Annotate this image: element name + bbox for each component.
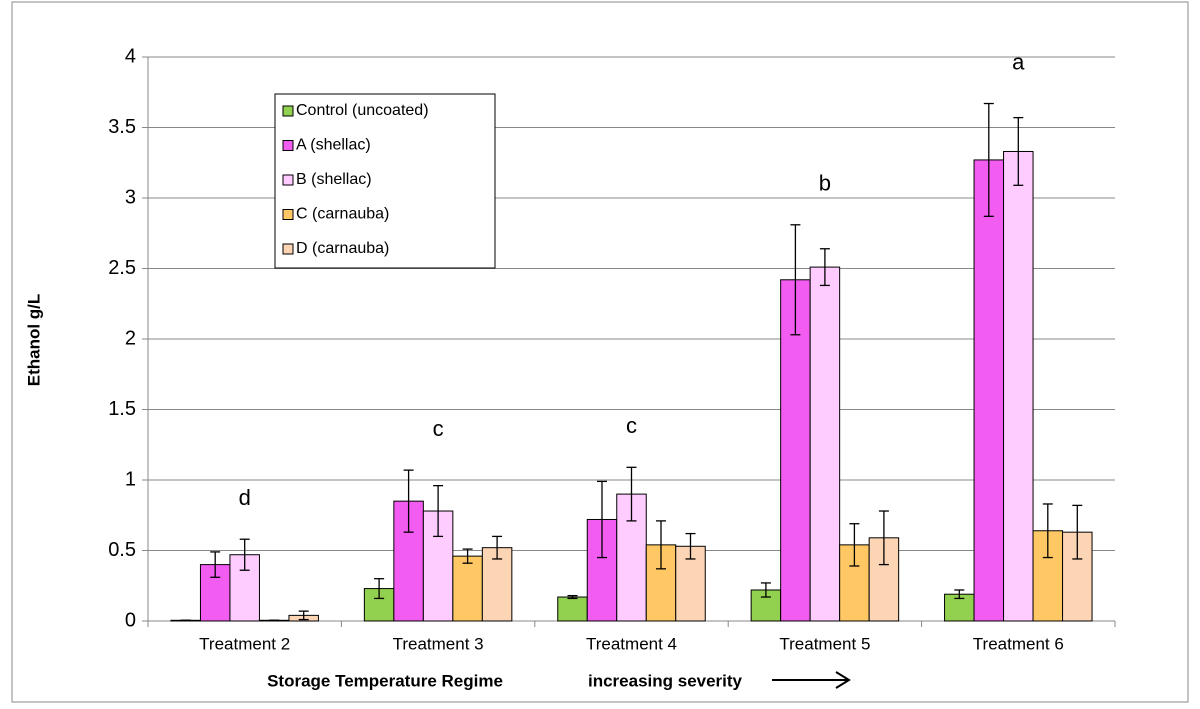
x-axis-label: Storage Temperature Regime [267, 671, 503, 690]
legend-label: B (shellac) [296, 171, 372, 188]
y-tick-label: 1 [125, 468, 136, 490]
error-bar [1013, 116, 1024, 186]
y-axis-label: Ethanol g/L [24, 294, 43, 387]
error-bar [374, 578, 385, 600]
error-bar [433, 484, 444, 538]
error-bar [685, 532, 696, 560]
error-bar [1072, 504, 1083, 560]
bar [809, 266, 841, 622]
error-bar [819, 248, 830, 287]
legend-swatch [282, 174, 294, 186]
legend-label: C (carnauba) [296, 206, 389, 223]
chart-frame [11, 1, 1189, 703]
y-tick-label: 2 [125, 327, 136, 349]
legend: Control (uncoated) A (shellac) B (shellac)… [274, 93, 496, 269]
error-bar [462, 548, 473, 564]
x-tick-label: Treatment 6 [973, 634, 1064, 653]
x-tick-label: Treatment 4 [586, 634, 677, 653]
annotation: b [819, 171, 831, 196]
error-bar [1042, 503, 1053, 559]
annotation: a [1012, 49, 1025, 74]
y-tick-label: 0 [125, 609, 136, 631]
bar [452, 555, 483, 622]
x-axis-note: increasing severity [588, 671, 743, 690]
error-bar [403, 469, 414, 533]
x-tick-label: Treatment 2 [199, 634, 290, 653]
y-tick-label: 2.5 [108, 257, 136, 279]
error-bar [878, 510, 889, 566]
legend-label: A (shellac) [296, 137, 371, 154]
arrow [772, 671, 851, 689]
y-tick-label: 3.5 [108, 116, 136, 138]
annotation: c [626, 413, 637, 438]
error-bar [849, 523, 860, 567]
bar [557, 596, 588, 622]
legend-swatch [282, 140, 294, 151]
annotation: c [433, 416, 444, 441]
legend-swatch [282, 209, 294, 220]
error-bar [567, 594, 578, 600]
error-bar [760, 582, 771, 598]
error-bar [239, 538, 250, 571]
y-tick-label: 0.5 [108, 539, 136, 561]
y-tick-label: 4 [125, 45, 136, 67]
error-bar [298, 610, 309, 621]
legend-swatch [282, 105, 294, 117]
bar [780, 279, 811, 622]
legend-label: D (carnauba) [296, 240, 389, 257]
y-tick-label: 1.5 [108, 398, 136, 420]
error-bar [983, 102, 994, 217]
error-bar [210, 551, 221, 578]
error-bar [626, 466, 637, 522]
error-bar [954, 589, 965, 600]
error-bar [492, 535, 503, 560]
legend-box [274, 93, 496, 269]
x-tick-label: Treatment 3 [393, 634, 484, 653]
y-tick-label: 3 [125, 186, 136, 208]
bar [973, 159, 1005, 622]
error-bar [656, 520, 666, 570]
bar [1003, 150, 1034, 622]
error-bar [790, 224, 801, 336]
legend-swatch [282, 243, 294, 255]
annotation: d [239, 485, 251, 510]
legend-label: Control (uncoated) [296, 102, 429, 119]
error-bar [597, 480, 607, 559]
x-tick-label: Treatment 5 [779, 634, 870, 653]
bar [481, 547, 513, 622]
